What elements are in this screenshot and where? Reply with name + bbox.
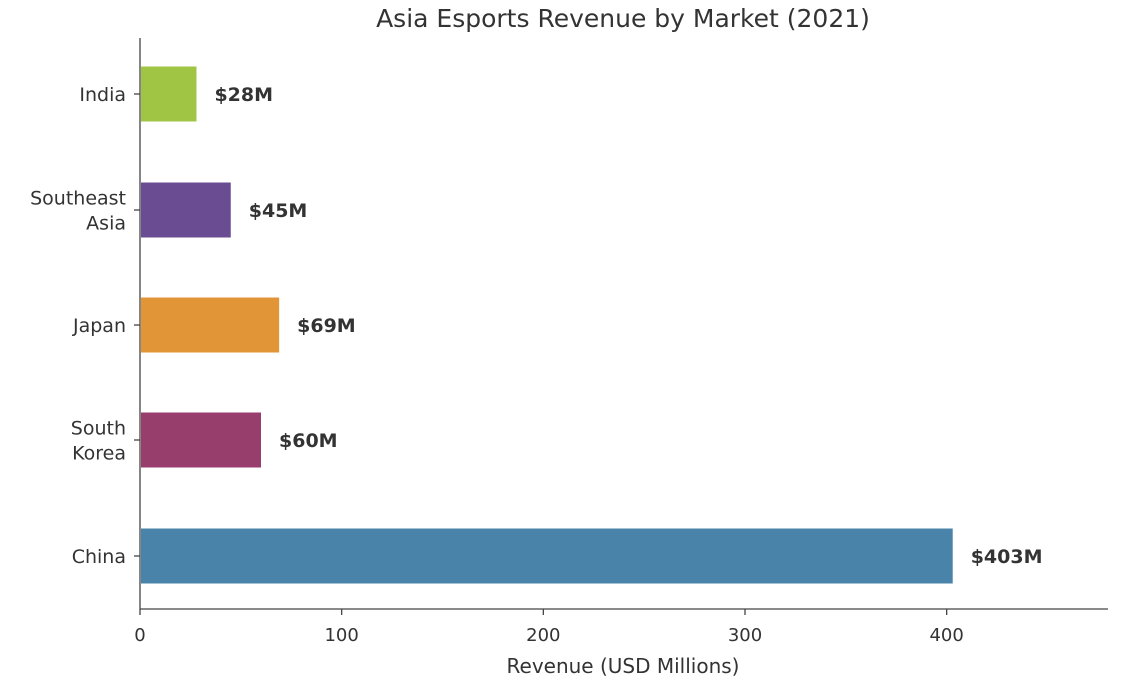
bar-india: [141, 66, 197, 122]
category-label-southeast-asia: Southeast Asia: [30, 188, 126, 235]
bar-japan: [141, 297, 280, 353]
value-label-southeast-asia: $45M: [249, 200, 308, 222]
x-tick-label-400: 400: [929, 625, 963, 646]
bars-layer: [141, 66, 953, 584]
value-labels-layer: $28M $45M $69M $60M $403M: [214, 84, 1042, 568]
category-label-japan: Japan: [72, 315, 126, 337]
x-tick-label-200: 200: [526, 625, 560, 646]
value-label-india: $28M: [214, 84, 273, 106]
category-label-india: India: [79, 84, 126, 106]
y-axis: India Southeast Asia Japan South Korea China: [30, 38, 141, 609]
category-label-china: China: [72, 546, 126, 568]
bar-south-korea: [141, 412, 261, 468]
value-label-china: $403M: [971, 546, 1043, 568]
value-label-south-korea: $60M: [279, 430, 338, 452]
x-tick-label-0: 0: [134, 625, 145, 646]
bar-southeast-asia: [141, 182, 231, 238]
x-axis-label: Revenue (USD Millions): [507, 654, 740, 678]
bar-china: [141, 528, 953, 584]
category-label-south-korea: South Korea: [71, 418, 126, 465]
x-tick-label-100: 100: [324, 625, 358, 646]
x-tick-label-300: 300: [728, 625, 762, 646]
chart-title: Asia Esports Revenue by Market (2021): [376, 4, 870, 33]
value-label-japan: $69M: [297, 315, 356, 337]
x-axis: 0 100 200 300 400: [134, 608, 1108, 646]
